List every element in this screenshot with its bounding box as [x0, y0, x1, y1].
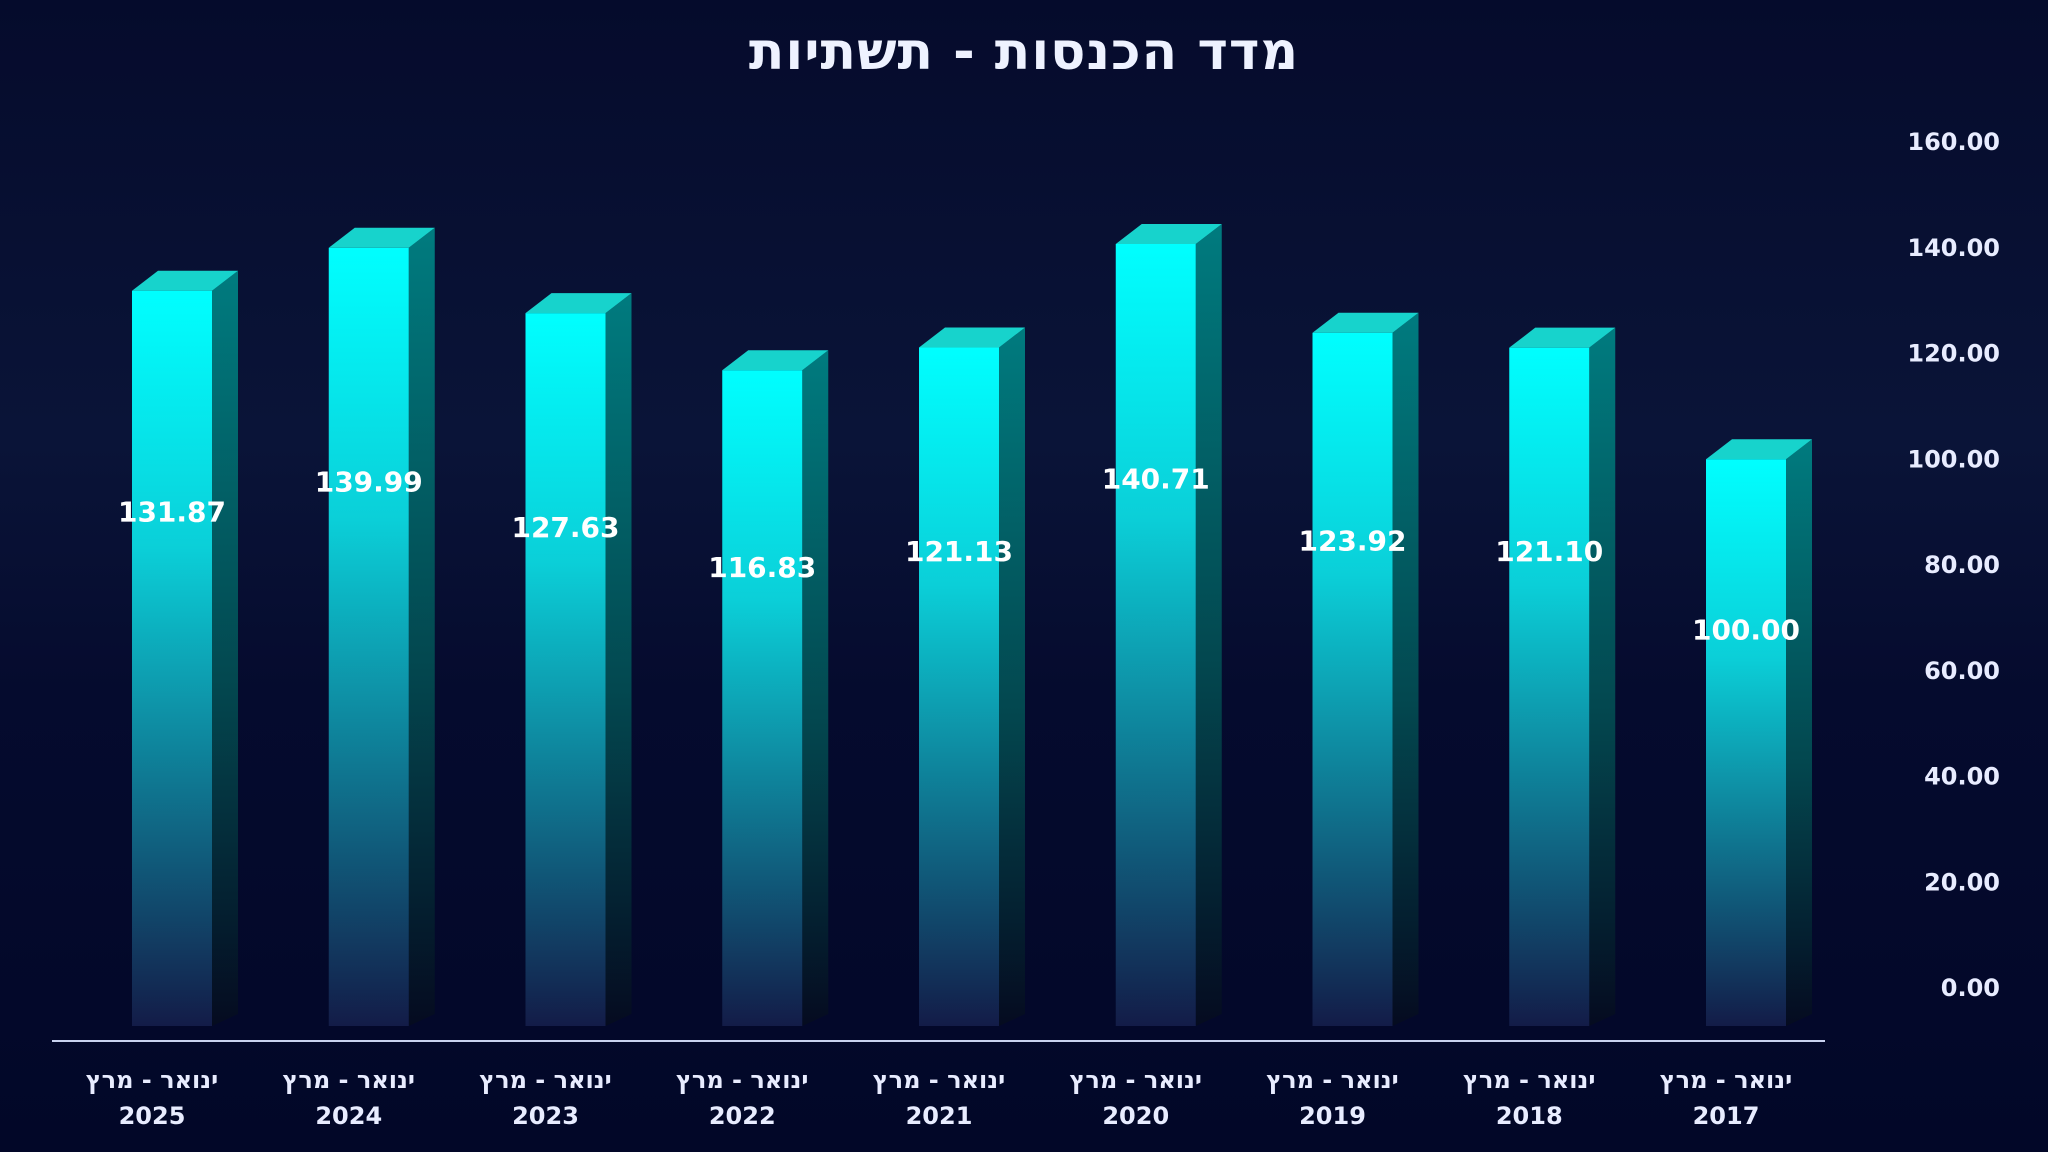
bar-top — [132, 270, 238, 291]
x-tick-label-year: 2025 — [119, 1102, 186, 1130]
x-tick-label-year: 2017 — [1693, 1102, 1760, 1130]
bar-top — [1115, 223, 1222, 244]
x-tick-label-year: 2024 — [315, 1102, 382, 1130]
bar — [525, 313, 606, 1026]
y-tick-label: 0.00 — [1941, 974, 2000, 1002]
bar-side — [1589, 327, 1616, 1027]
x-axis-labels: ינואר - מרץ 2025 ינואר - מרץ 2024 ינואר - מר… — [86, 1066, 1792, 1130]
y-tick-label: 120.00 — [1907, 340, 2000, 368]
y-tick-label: 40.00 — [1924, 763, 2000, 791]
x-tick-label-period: ינואר - מרץ — [86, 1066, 218, 1094]
x-tick-label-period: ינואר - מרץ — [676, 1066, 808, 1094]
x-tick-label-period: ינואר - מרץ — [873, 1066, 1005, 1094]
y-tick-label: 20.00 — [1924, 868, 2000, 896]
chart-title: מדד הכנסות - תשתיות — [748, 22, 1300, 82]
bar-group: 121.10 — [1495, 327, 1616, 1027]
bar-group: 139.99 — [315, 227, 435, 1027]
bar — [919, 347, 999, 1026]
bar-top — [919, 327, 1025, 348]
x-tick-label-period: ינואר - מרץ — [479, 1066, 611, 1094]
bar-top — [1509, 327, 1616, 348]
y-axis: 0.00 20.00 40.00 60.00 80.00 100.00 120.00 140.… — [1907, 128, 2000, 1002]
bar — [1115, 243, 1196, 1027]
x-tick-label-period: ינואר - מרץ — [283, 1066, 415, 1094]
x-tick-label-year: 2023 — [512, 1102, 579, 1130]
bars-layer: 131.87 139.99 127.63 116.83 121.13 140.71 123.… — [118, 223, 1812, 1027]
bar-group: 116.83 — [708, 350, 829, 1027]
bar-group: 127.63 — [511, 293, 632, 1026]
bar-value-label: 121.10 — [1495, 535, 1603, 568]
bar-value-label: 140.71 — [1102, 463, 1210, 496]
y-tick-label: 160.00 — [1907, 128, 2000, 156]
y-tick-label: 100.00 — [1907, 445, 2000, 473]
x-tick-label-period: ינואר - מרץ — [1070, 1066, 1202, 1094]
bar-side — [1392, 312, 1419, 1026]
bar — [1312, 332, 1393, 1026]
bar-top — [328, 227, 435, 248]
bar-value-label: 121.13 — [905, 535, 1013, 568]
bar-value-label: 123.92 — [1298, 525, 1406, 558]
x-tick-label-year: 2022 — [709, 1102, 776, 1130]
bar-top — [722, 350, 829, 371]
bar-side — [408, 227, 435, 1027]
bar-top — [1312, 312, 1419, 333]
bar-group: 140.71 — [1102, 223, 1222, 1027]
bar — [132, 290, 212, 1026]
bar-value-label: 100.00 — [1692, 613, 1800, 646]
bar-value-label: 116.83 — [708, 551, 816, 584]
bar-group: 123.92 — [1298, 312, 1419, 1026]
y-tick-label: 140.00 — [1907, 234, 2000, 262]
x-tick-label-year: 2021 — [906, 1102, 973, 1130]
bar-side — [802, 350, 829, 1027]
bar — [1509, 347, 1590, 1027]
bar — [722, 370, 803, 1027]
bar-side — [605, 293, 632, 1026]
bar-side — [1195, 223, 1222, 1027]
y-tick-label: 60.00 — [1924, 657, 2000, 685]
bar — [1706, 459, 1786, 1026]
bar — [328, 247, 409, 1027]
bar-group: 100.00 — [1692, 439, 1812, 1026]
bar-value-label: 127.63 — [511, 511, 619, 544]
bar-top — [1706, 439, 1812, 460]
bar-value-label: 139.99 — [315, 465, 423, 498]
bar-side — [999, 327, 1025, 1026]
bar-side — [1786, 439, 1812, 1026]
bar-group: 121.13 — [905, 327, 1025, 1026]
x-tick-label-year: 2019 — [1299, 1102, 1366, 1130]
bar-value-label: 131.87 — [118, 495, 226, 528]
bar-group: 131.87 — [118, 270, 238, 1026]
x-tick-label-period: ינואר - מרץ — [1266, 1066, 1398, 1094]
x-tick-label-period: ינואר - מרץ — [1660, 1066, 1792, 1094]
bar-side — [212, 270, 238, 1026]
x-tick-label-year: 2020 — [1102, 1102, 1169, 1130]
x-tick-label-period: ינואר - מרץ — [1463, 1066, 1595, 1094]
x-tick-label-year: 2018 — [1496, 1102, 1563, 1130]
y-tick-label: 80.00 — [1924, 551, 2000, 579]
bar-top — [525, 293, 632, 314]
